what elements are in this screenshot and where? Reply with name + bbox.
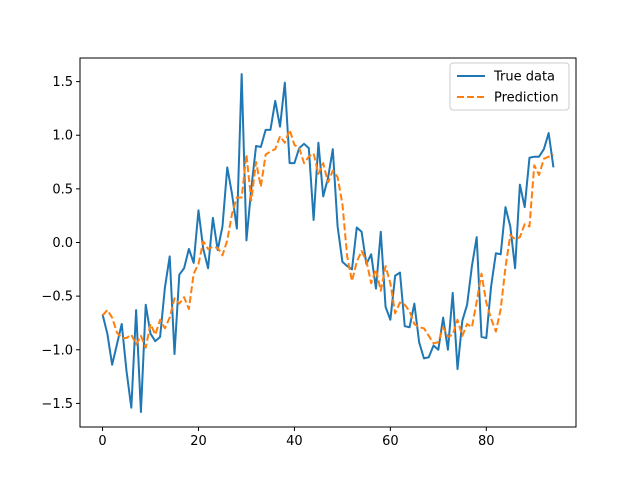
x-tick-label: 40: [286, 434, 303, 449]
x-tick-label: 80: [478, 434, 495, 449]
x-tick-label: 0: [98, 434, 106, 449]
y-tick-label: −1.0: [41, 343, 73, 358]
legend: True data Prediction: [449, 62, 570, 111]
plot-area: [101, 73, 555, 413]
x-tick-label: 60: [382, 434, 399, 449]
x-tick-label: 20: [190, 434, 207, 449]
y-tick-label: −1.5: [41, 397, 73, 412]
legend-box: [449, 62, 570, 111]
y-tick-label: 0.0: [52, 236, 73, 251]
y-tick-label: −0.5: [41, 290, 73, 305]
y-tick-label: 1.0: [52, 129, 73, 144]
axes: 0 20 40 60 80 −1.5 −1.0 −0.5 0.0 0.5 1.0 1.5: [41, 57, 577, 449]
legend-label-true-data: True data: [493, 70, 555, 85]
y-tick-label: 1.5: [52, 75, 73, 90]
series-line-prediction: [101, 128, 554, 349]
legend-label-prediction: Prediction: [494, 91, 559, 106]
y-tick-label: 0.5: [52, 182, 73, 197]
